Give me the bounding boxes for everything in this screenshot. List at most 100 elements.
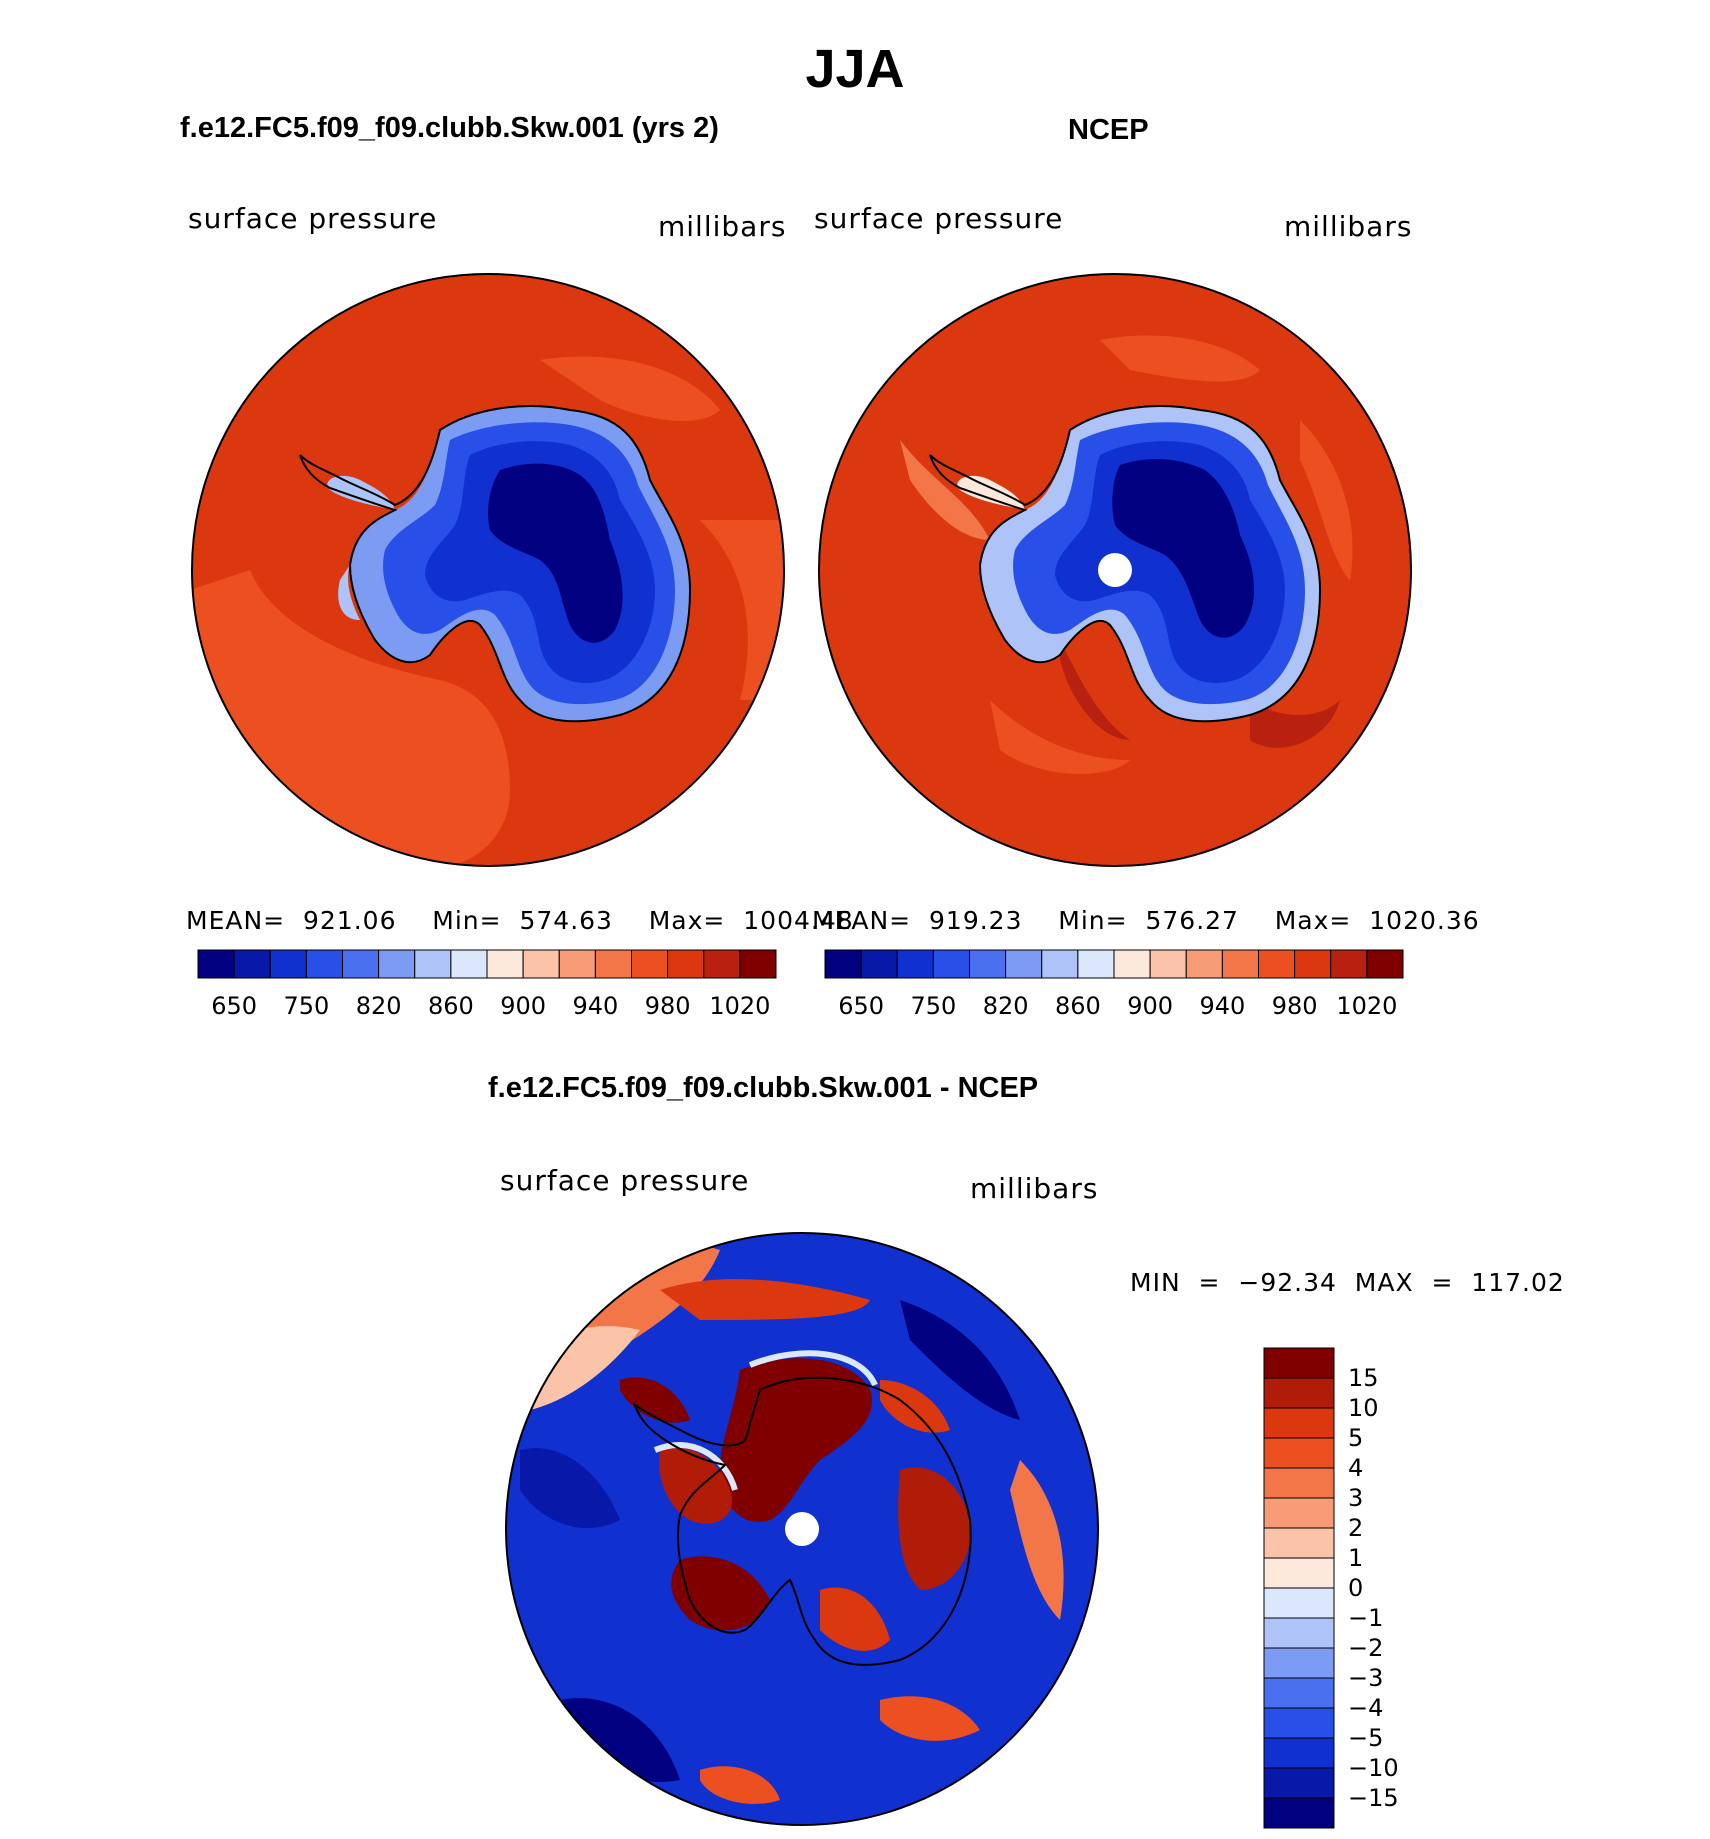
obs-colorbar-box (824, 949, 862, 979)
difference-colorbar-tick-label: 3 (1348, 1484, 1363, 1512)
difference-minmax: MIN = −92.34 MAX = 117.02 (1130, 1268, 1565, 1297)
obs-colorbar-box (932, 949, 970, 979)
difference-colorbar-box (1263, 1677, 1335, 1709)
model-colorbar-box (631, 949, 669, 979)
difference-colorbar-box (1263, 1377, 1335, 1409)
obs-colorbar-tick-label: 980 (1272, 992, 1318, 1020)
difference-colorbar-box (1263, 1407, 1335, 1439)
difference-colorbar-tick-label: −2 (1348, 1634, 1383, 1662)
difference-colorbar-tick-label: 15 (1348, 1364, 1379, 1392)
obs-colorbar (824, 949, 1404, 979)
model-colorbar-box (233, 949, 271, 979)
obs-colorbar-box (1221, 949, 1259, 979)
obs-colorbar-box (1077, 949, 1115, 979)
obs-colorbar-box (1294, 949, 1332, 979)
obs-colorbar-box (1041, 949, 1079, 979)
obs-colorbar-box (1366, 949, 1404, 979)
difference-colorbar-box (1263, 1497, 1335, 1529)
model-colorbar-box (558, 949, 596, 979)
figure-title: JJA (805, 39, 905, 99)
model-colorbar-box (450, 949, 488, 979)
model-units-label: millibars (658, 210, 787, 243)
difference-colorbar-box (1263, 1527, 1335, 1559)
difference-colorbar-box (1263, 1647, 1335, 1679)
difference-colorbar-box (1263, 1557, 1335, 1589)
difference-colorbar-tick-label: 0 (1348, 1574, 1363, 1602)
difference-colorbar-tick-label: 1 (1348, 1544, 1363, 1572)
model-colorbar-box (739, 949, 777, 979)
obs-colorbar-ticks: 650 750 820 860 900 940 980 1020 (838, 992, 1397, 1020)
difference-colorbar-tick-label: 4 (1348, 1454, 1363, 1482)
obs-colorbar-box (896, 949, 934, 979)
difference-colorbar-box (1263, 1587, 1335, 1619)
obs-map (818, 273, 1412, 867)
model-colorbar-tick-label: 860 (428, 992, 474, 1020)
obs-colorbar-box (1258, 949, 1296, 979)
difference-colorbar-box (1263, 1437, 1335, 1469)
model-colorbar-tick-label: 1020 (709, 992, 770, 1020)
model-colorbar-box (342, 949, 380, 979)
model-colorbar (197, 949, 777, 979)
difference-colorbar-tick-label: 5 (1348, 1424, 1363, 1452)
obs-colorbar-box (969, 949, 1007, 979)
difference-colorbar-box (1263, 1467, 1335, 1499)
model-colorbar-tick-label: 650 (211, 992, 257, 1020)
difference-colorbar-tick-label: −10 (1348, 1754, 1399, 1782)
obs-panel-title: NCEP (1068, 114, 1149, 146)
obs-colorbar-tick-label: 750 (910, 992, 956, 1020)
model-colorbar-box (197, 949, 235, 979)
difference-colorbar-tick-label: −4 (1348, 1694, 1383, 1722)
model-panel-title: f.e12.FC5.f09_f09.clubb.Skw.001 (yrs 2) (180, 112, 719, 144)
model-variable-label: surface pressure (188, 202, 438, 235)
difference-panel-title: f.e12.FC5.f09_f09.clubb.Skw.001 - NCEP (488, 1072, 1039, 1104)
difference-colorbar-box (1263, 1617, 1335, 1649)
difference-colorbar-tick-label: −5 (1348, 1724, 1383, 1752)
obs-colorbar-box (1149, 949, 1187, 979)
obs-colorbar-box (1330, 949, 1368, 979)
model-colorbar-box (594, 949, 632, 979)
model-colorbar-box (667, 949, 705, 979)
obs-colorbar-tick-label: 940 (1199, 992, 1245, 1020)
obs-colorbar-box (860, 949, 898, 979)
obs-units-label: millibars (1284, 210, 1413, 243)
model-colorbar-tick-label: 750 (283, 992, 329, 1020)
model-colorbar-tick-label: 900 (500, 992, 546, 1020)
obs-colorbar-tick-label: 900 (1127, 992, 1173, 1020)
obs-variable-label: surface pressure (814, 202, 1064, 235)
model-colorbar-box (703, 949, 741, 979)
difference-map (505, 1232, 1099, 1826)
difference-units-label: millibars (970, 1172, 1099, 1205)
difference-colorbar-box (1263, 1737, 1335, 1769)
model-colorbar-box (269, 949, 307, 979)
difference-colorbar-tick-label: −3 (1348, 1664, 1383, 1692)
model-colorbar-tick-label: 820 (356, 992, 402, 1020)
difference-colorbar (1263, 1347, 1335, 1829)
difference-colorbar-tick-label: −15 (1348, 1784, 1399, 1812)
obs-colorbar-box (1185, 949, 1223, 979)
model-colorbar-tick-label: 980 (645, 992, 691, 1020)
difference-colorbar-tick-label: −1 (1348, 1604, 1383, 1632)
obs-colorbar-tick-label: 1020 (1336, 992, 1397, 1020)
difference-variable-label: surface pressure (500, 1164, 750, 1197)
model-colorbar-box (414, 949, 452, 979)
obs-colorbar-box (1113, 949, 1151, 979)
difference-colorbar-box (1263, 1707, 1335, 1739)
difference-colorbar-box (1263, 1797, 1335, 1829)
model-colorbar-ticks: 650 750 820 860 900 940 980 1020 (211, 992, 770, 1020)
difference-colorbar-tick-label: 10 (1348, 1394, 1379, 1422)
model-map (191, 273, 785, 867)
model-colorbar-box (305, 949, 343, 979)
obs-colorbar-tick-label: 650 (838, 992, 884, 1020)
difference-colorbar-tick-label: 2 (1348, 1514, 1363, 1542)
difference-colorbar-box (1263, 1767, 1335, 1799)
obs-colorbar-tick-label: 820 (983, 992, 1029, 1020)
obs-colorbar-box (1005, 949, 1043, 979)
obs-stats: MEAN= 919.23 Min= 576.27 Max= 1020.36 (812, 906, 1480, 935)
model-colorbar-box (378, 949, 416, 979)
model-stats: MEAN= 921.06 Min= 574.63 Max= 1004.48 (186, 906, 854, 935)
obs-colorbar-tick-label: 860 (1055, 992, 1101, 1020)
difference-colorbar-box (1263, 1347, 1335, 1379)
model-colorbar-tick-label: 940 (572, 992, 618, 1020)
